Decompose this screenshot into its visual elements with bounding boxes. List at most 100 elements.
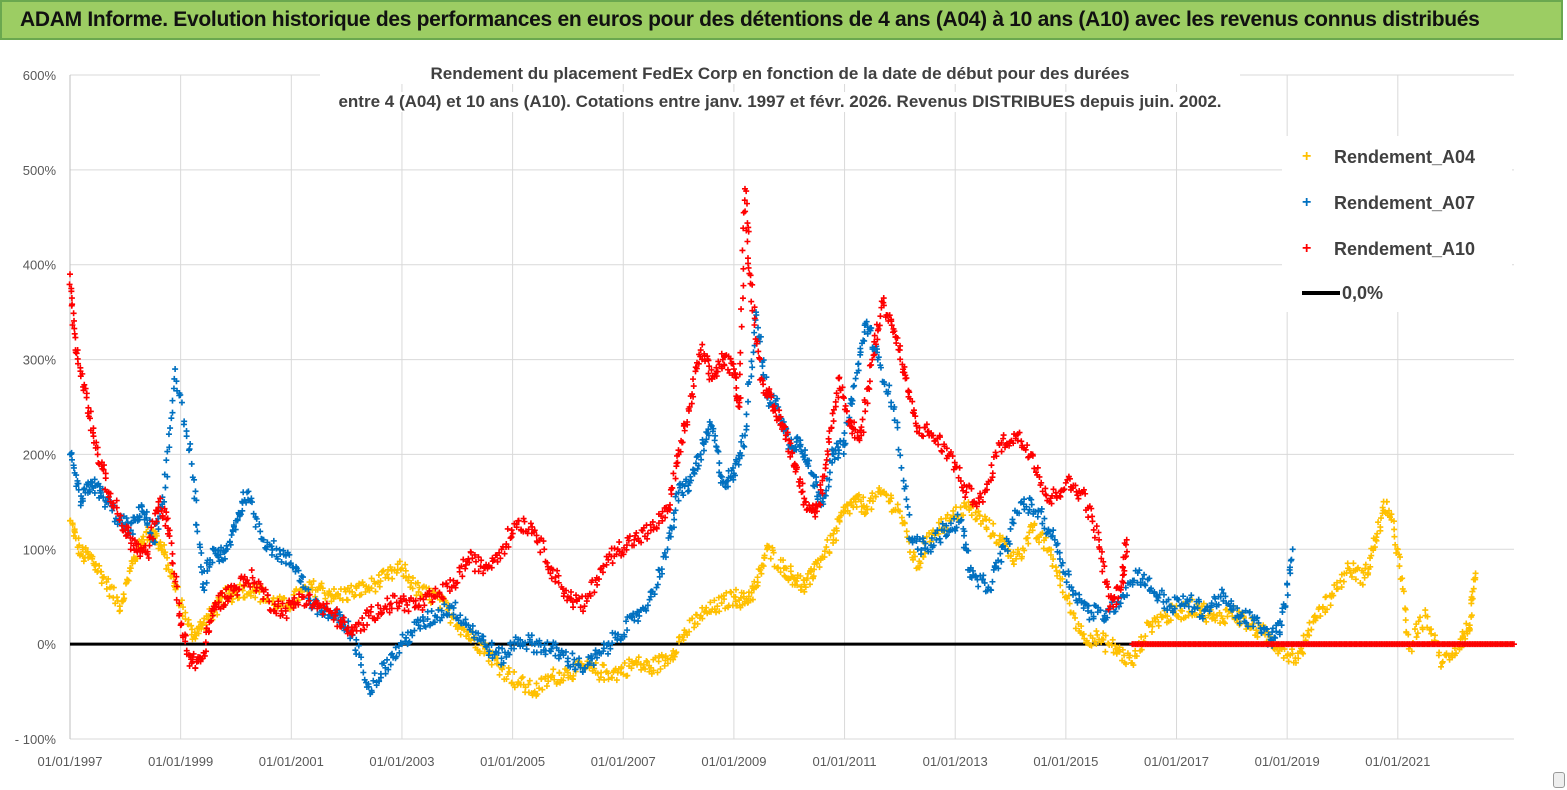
data-point — [161, 541, 168, 548]
data-point — [833, 527, 840, 534]
data-point — [507, 640, 514, 647]
data-point — [1269, 625, 1276, 632]
data-point — [757, 566, 764, 573]
data-point — [271, 601, 278, 608]
data-point — [79, 370, 86, 377]
data-point — [888, 316, 895, 323]
data-point — [774, 395, 781, 402]
data-point — [744, 255, 751, 262]
data-point — [376, 583, 383, 590]
data-point — [713, 609, 720, 616]
data-point — [481, 650, 488, 657]
data-point — [1021, 547, 1028, 554]
data-point — [373, 682, 380, 689]
data-point — [968, 485, 975, 492]
data-point — [188, 626, 195, 633]
data-point — [868, 361, 875, 368]
data-point — [1010, 440, 1017, 447]
data-point — [475, 554, 482, 561]
data-point — [1408, 648, 1415, 655]
data-point — [276, 546, 283, 553]
data-point — [751, 322, 758, 329]
data-point — [855, 360, 862, 367]
data-point — [1220, 619, 1227, 626]
data-point — [556, 670, 563, 677]
data-point — [646, 596, 653, 603]
data-point — [468, 549, 475, 556]
data-point — [707, 421, 714, 428]
data-point — [1122, 661, 1129, 668]
data-point — [1371, 544, 1378, 551]
x-tick-label: 01/01/2013 — [923, 754, 988, 769]
data-point — [837, 438, 844, 445]
data-point — [587, 592, 594, 599]
data-point — [716, 469, 723, 476]
data-point — [700, 447, 707, 454]
data-point — [1388, 511, 1395, 518]
data-point — [501, 550, 508, 557]
data-point — [197, 544, 204, 551]
data-point — [408, 595, 415, 602]
data-point — [1265, 631, 1272, 638]
data-point — [1221, 620, 1228, 627]
data-point — [590, 662, 597, 669]
data-point — [391, 592, 398, 599]
data-point — [169, 560, 176, 567]
data-point — [477, 563, 484, 570]
data-point — [169, 397, 176, 404]
data-point — [1359, 581, 1366, 588]
data-point — [1091, 534, 1098, 541]
data-point — [1338, 584, 1345, 591]
data-point — [951, 515, 958, 522]
data-point — [842, 402, 849, 409]
data-point — [871, 351, 878, 358]
data-point — [737, 360, 744, 367]
data-point — [777, 569, 784, 576]
data-point — [649, 518, 656, 525]
data-point — [718, 350, 725, 357]
data-point — [860, 502, 867, 509]
data-point — [241, 594, 248, 601]
data-point — [669, 485, 676, 492]
data-point — [1112, 642, 1119, 649]
data-point — [1453, 650, 1460, 657]
data-point — [227, 541, 234, 548]
data-point — [910, 556, 917, 563]
data-point — [384, 571, 391, 578]
data-point — [695, 462, 702, 469]
data-point — [1242, 607, 1249, 614]
data-point — [1061, 486, 1068, 493]
data-point — [1199, 612, 1206, 619]
data-point — [733, 374, 740, 381]
data-point — [1100, 558, 1107, 565]
data-point — [412, 597, 419, 604]
data-point — [1102, 648, 1109, 655]
data-point — [183, 428, 190, 435]
data-point — [459, 573, 466, 580]
data-point — [965, 547, 972, 554]
data-point — [1511, 641, 1517, 648]
data-point — [338, 623, 345, 630]
data-point — [894, 419, 901, 426]
data-point — [1053, 567, 1060, 574]
data-point — [270, 537, 277, 544]
data-point — [164, 554, 171, 561]
data-point — [583, 598, 590, 605]
data-point — [973, 515, 980, 522]
data-point — [724, 366, 731, 373]
data-point — [232, 526, 239, 533]
resize-handle-icon[interactable] — [1553, 772, 1565, 788]
data-point — [888, 495, 895, 502]
data-point — [661, 662, 668, 669]
data-point — [480, 570, 487, 577]
data-point — [896, 347, 903, 354]
data-point — [991, 532, 998, 539]
data-point — [749, 307, 756, 314]
data-point — [697, 347, 704, 354]
data-point — [873, 346, 880, 353]
data-point — [409, 574, 416, 581]
data-point — [721, 596, 728, 603]
data-point — [685, 407, 692, 414]
data-point — [597, 674, 604, 681]
data-point — [386, 601, 393, 608]
